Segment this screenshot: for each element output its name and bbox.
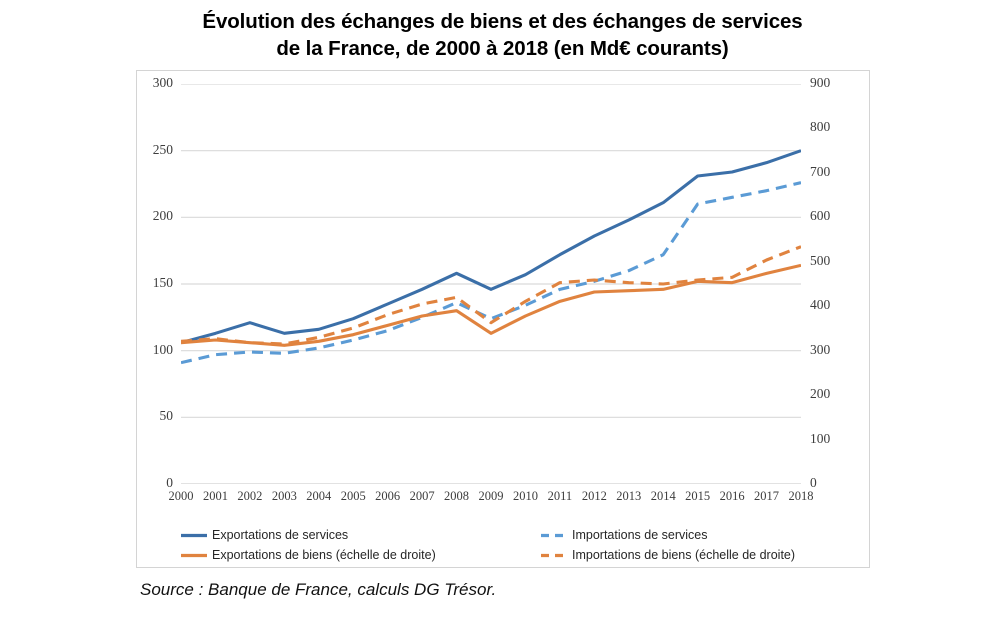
source-note: Source : Banque de France, calculs DG Tr…	[140, 580, 497, 599]
series-line-0	[181, 149, 801, 345]
y-axis-left-tick: 300	[152, 75, 173, 90]
x-axis-tick: 2011	[547, 489, 573, 503]
legend-item-exportations-de-biens[interactable]: Exportations de biens (échelle de droite…	[181, 548, 541, 562]
legend-label: Importations de services	[572, 528, 708, 542]
x-axis-tick: 2014	[650, 489, 676, 503]
legend-swatch-dashed-orange-icon	[541, 550, 567, 561]
legend-label: Exportations de biens (échelle de droite…	[212, 548, 436, 562]
plot-area	[181, 84, 801, 484]
x-axis-tick: 2008	[444, 489, 470, 503]
page-title: Évolution des échanges de biens et des é…	[130, 8, 875, 62]
chart-legend: Exportations de services Importations de…	[181, 525, 841, 565]
series-line-3	[181, 245, 801, 346]
chart-frame	[136, 70, 870, 568]
y-axis-right-tick: 300	[810, 341, 831, 357]
series-line-1	[181, 181, 801, 365]
x-axis-tick: 2004	[306, 489, 332, 503]
x-axis-tick: 2016	[719, 489, 745, 503]
y-axis-right-tick: 500	[810, 252, 831, 268]
legend-row-1: Exportations de services Importations de…	[181, 525, 841, 545]
legend-item-importations-de-biens[interactable]: Importations de biens (échelle de droite…	[541, 548, 841, 562]
y-axis-right-tick: 100	[810, 430, 831, 446]
x-axis-tick: 2000	[168, 489, 194, 503]
y-axis-left-tick: 250	[152, 141, 173, 157]
x-axis-tick: 2003	[271, 489, 297, 503]
y-axis-left-tick: 150	[152, 275, 173, 290]
y-axis-right-tick: 400	[810, 297, 831, 313]
legend-item-exportations-de-services[interactable]: Exportations de services	[181, 528, 541, 542]
x-axis-tick: 2001	[202, 489, 228, 503]
x-axis-tick: 2015	[685, 489, 711, 503]
y-axis-left-tick: 50	[159, 408, 174, 424]
x-axis-tick: 2010	[512, 489, 538, 503]
x-axis-tick: 2002	[237, 489, 263, 503]
legend-swatch-solid-orange-icon	[181, 550, 207, 561]
x-axis-tick: 2012	[581, 489, 607, 503]
legend-label: Exportations de services	[212, 528, 349, 542]
y-axis-left-tick: 0	[166, 475, 173, 490]
legend-label: Importations de biens (échelle de droite…	[572, 548, 796, 562]
legend-row-2: Exportations de biens (échelle de droite…	[181, 545, 841, 565]
x-axis-tick: 2009	[478, 489, 504, 503]
x-axis-tick: 2006	[375, 489, 401, 503]
y-axis-left-tick: 200	[152, 208, 173, 224]
legend-swatch-solid-blue-icon	[181, 530, 207, 541]
x-axis-tick: 2018	[788, 489, 814, 503]
x-axis-tick: 2017	[754, 489, 780, 503]
y-axis-right-tick: 700	[810, 163, 831, 179]
x-axis-tick: 2005	[340, 489, 366, 503]
y-axis-right-tick: 900	[810, 75, 831, 90]
y-axis-left-tick: 100	[152, 341, 173, 357]
y-axis-right-tick: 800	[810, 119, 831, 135]
series-line-2	[181, 263, 801, 347]
y-axis-right-tick: 0	[810, 475, 817, 490]
legend-swatch-dashed-blue-icon	[541, 530, 567, 541]
plot-svg	[181, 84, 801, 484]
title-line-1: Évolution des échanges de biens et des é…	[202, 10, 803, 33]
y-axis-right-tick: 600	[810, 208, 831, 224]
title-line-2: de la France, de 2000 à 2018 (en Md€ cou…	[276, 37, 729, 60]
legend-item-importations-de-services[interactable]: Importations de services	[541, 528, 841, 542]
x-axis-tick: 2013	[616, 489, 642, 503]
x-axis-tick: 2007	[409, 489, 435, 503]
y-axis-right-tick: 200	[810, 386, 831, 402]
